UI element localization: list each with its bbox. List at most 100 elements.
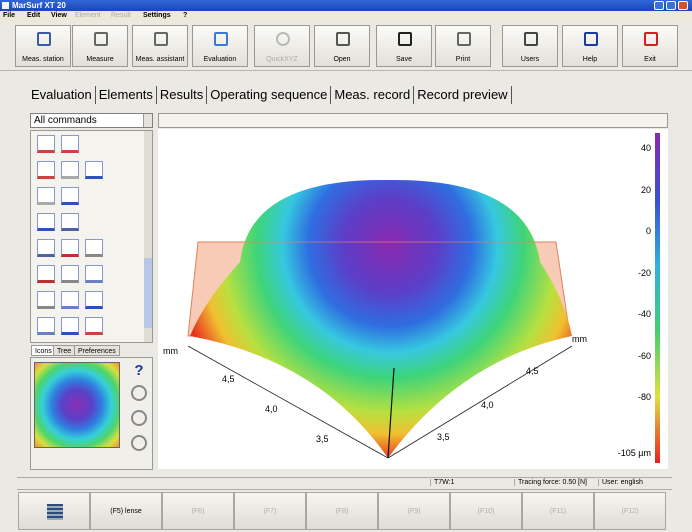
close-button[interactable] [678,1,688,10]
tab[interactable]: Operating sequence [207,86,332,104]
toolbar-button[interactable]: Meas. assistant [132,25,188,67]
toolbar-button[interactable]: QuickXYZ [254,25,310,67]
icon-shape [524,32,538,46]
minimize-button[interactable] [654,1,664,10]
command-icon[interactable] [61,291,79,309]
icon-shape [336,32,350,46]
icon-shape [154,32,168,46]
toolbar-button[interactable]: Meas. station [15,25,71,67]
tab[interactable]: Elements [96,86,157,104]
command-icon[interactable] [37,161,55,179]
z-axis [387,367,395,459]
toolbar-button[interactable]: Exit [622,25,678,67]
toolbar-label: Measure [86,56,114,63]
command-icon[interactable] [37,317,55,335]
toolbar-button[interactable]: Save [376,25,432,67]
function-key[interactable]: (F12) [594,492,666,530]
surface-plot: mm mm 4,5 4,0 3,5 4,5 4,0 3,5 40 20 0 -20 -40 -60 -80 -… [158,129,668,469]
icon-shape [584,32,598,46]
command-filter[interactable]: All commands [30,113,153,128]
dropdown-arrow[interactable] [143,114,152,127]
command-icon[interactable] [61,135,79,153]
colorbar-label: -105 µm [618,448,651,458]
menu-item[interactable]: Edit [27,12,41,19]
command-icon[interactable] [37,187,55,205]
surface [190,179,572,458]
command-icon[interactable] [61,187,79,205]
color-bar [655,133,660,463]
tab[interactable]: Results [157,86,208,104]
menu-item[interactable]: ? [183,12,188,19]
function-key[interactable]: (F10) [450,492,522,530]
toolbar-button[interactable]: Evaluation [192,25,248,67]
menu-item[interactable]: Settings [143,12,171,19]
stack-icon [47,504,63,520]
tab[interactable]: Meas. record [331,86,415,104]
zoom-in-icon[interactable] [131,385,147,401]
toolbar-icon [336,32,350,46]
axis-label: 4,5 [222,374,235,384]
function-key[interactable]: (F7) [234,492,306,530]
command-icon[interactable] [61,239,79,257]
toolbar-icon [524,32,538,46]
scroll-thumb[interactable] [144,258,152,328]
toolbar-button[interactable]: Measure [72,25,128,67]
scrollbar[interactable] [144,131,152,342]
help-icon[interactable]: ? [134,362,144,379]
toolbar-label: QuickXYZ [266,56,298,63]
function-key[interactable]: (F11) [522,492,594,530]
menu-item[interactable]: File [3,12,16,19]
tab[interactable]: Evaluation [28,86,96,104]
zoom-fit-icon[interactable] [131,435,147,451]
zoom-tools: ? [125,362,153,468]
command-icon[interactable] [85,317,103,335]
command-icon[interactable] [61,265,79,283]
icon-shape [37,32,51,46]
tab[interactable]: Record preview [414,86,512,104]
toolbar: Meas. station Measure Meas. assistant Evalu… [0,21,692,71]
colorbar-label: -80 [638,392,651,402]
command-icon[interactable] [37,135,55,153]
function-key[interactable]: (F6) [162,492,234,530]
menu-item[interactable]: View [51,12,67,19]
command-icon[interactable] [37,213,55,231]
function-key[interactable] [18,492,90,530]
menu-item[interactable]: Element [75,12,101,19]
toolbar-icon [37,32,51,46]
command-icon[interactable] [37,291,55,309]
zoom-out-icon[interactable] [131,410,147,426]
status-field: T7W:1 [430,479,455,486]
title-bar: MarSurf XT 20 [0,0,692,11]
command-icon[interactable] [61,213,79,231]
command-icon[interactable] [85,239,103,257]
toolbar-label: Help [582,56,598,63]
axis-unit: mm [572,334,587,344]
command-icon[interactable] [37,265,55,283]
function-key[interactable]: (F8) [306,492,378,530]
preview-thumbnail [34,362,120,448]
toolbar-label: Users [520,56,540,63]
maximize-button[interactable] [666,1,676,10]
toolbar-button[interactable]: Users [502,25,558,67]
panel-tab[interactable]: Preferences [74,345,120,356]
toolbar-button[interactable]: Open [314,25,370,67]
window-title: MarSurf XT 20 [12,1,66,10]
function-key[interactable]: (F5) lense [90,492,162,530]
panel-tab[interactable]: Tree [53,345,76,356]
toolbar-label: Evaluation [203,56,237,63]
command-icon[interactable] [61,161,79,179]
function-key[interactable]: (F9) [378,492,450,530]
toolbar-button[interactable]: Help [562,25,618,67]
colorbar-label: -60 [638,351,651,361]
toolbar-button[interactable]: Print [435,25,491,67]
command-icon[interactable] [85,161,103,179]
icon-shape [94,32,108,46]
icon-shape [398,32,412,46]
command-icon[interactable] [61,317,79,335]
command-icon[interactable] [85,291,103,309]
command-icon[interactable] [85,265,103,283]
menu-item[interactable]: Result [111,12,131,19]
command-icon[interactable] [37,239,55,257]
toolbar-label: Meas. station [22,56,64,63]
